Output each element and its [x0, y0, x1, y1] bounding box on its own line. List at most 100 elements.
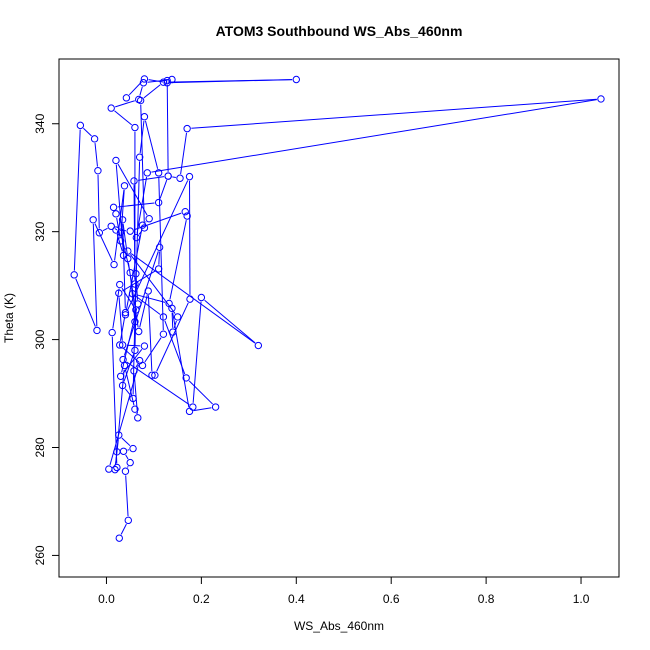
- data-point: [115, 289, 123, 297]
- series-line-segment: [171, 79, 293, 84]
- data-point: [121, 311, 130, 319]
- series-line-segment: [111, 336, 118, 464]
- x-tick-label: 1.0: [573, 592, 590, 606]
- series-line-segment: [122, 349, 143, 374]
- series-line-segment: [133, 375, 138, 414]
- data-point: [122, 94, 131, 102]
- series-line-segment: [171, 312, 174, 328]
- data-point: [131, 318, 139, 326]
- series-line-segment: [122, 223, 126, 309]
- data-point: [70, 271, 78, 279]
- data-point: [132, 233, 141, 242]
- data-point: [112, 226, 120, 234]
- series-line-segment: [102, 227, 108, 232]
- data-point: [126, 268, 134, 277]
- data-point: [129, 394, 137, 403]
- x-tick-label: 0.4: [288, 592, 305, 606]
- data-point: [185, 172, 194, 181]
- data-point: [143, 169, 151, 177]
- series-line-segment: [143, 84, 161, 99]
- data-point: [107, 222, 115, 230]
- series-line-segment: [172, 312, 190, 408]
- y-axis-label: Theta (K): [2, 293, 16, 343]
- data-point: [124, 254, 132, 263]
- data-point: [159, 78, 168, 86]
- series-line-segment: [204, 299, 256, 344]
- data-point: [182, 374, 190, 382]
- series-line-segment: [83, 127, 92, 137]
- series-line-segment: [125, 475, 129, 517]
- series-line-segment: [133, 212, 182, 231]
- data-point: [140, 113, 149, 121]
- data-point: [140, 342, 149, 350]
- data-point: [110, 260, 118, 269]
- data-point: [89, 216, 97, 224]
- data-point: [119, 447, 128, 455]
- series-line-segment: [140, 104, 145, 224]
- data-point: [131, 346, 139, 355]
- series-line-segment: [73, 129, 81, 271]
- data-point: [159, 330, 168, 338]
- data-point: [168, 304, 176, 312]
- data-point: [116, 228, 125, 236]
- series-line-segment: [121, 437, 131, 447]
- series-line-segment: [123, 354, 135, 382]
- data-point: [115, 534, 123, 542]
- series-line-segment: [124, 369, 135, 406]
- y-tick-label: 340: [33, 113, 47, 133]
- data-point: [118, 341, 127, 349]
- data-point: [118, 216, 127, 224]
- data-point: [108, 328, 116, 337]
- series-line-segment: [126, 344, 141, 347]
- series-line-segment: [115, 100, 135, 108]
- series-line-segment: [121, 287, 135, 307]
- data-point: [185, 407, 194, 416]
- data-point: [144, 287, 152, 295]
- data-point: [130, 177, 138, 185]
- x-axis: 0.0 0.2 0.4 0.6 0.8 1.0: [98, 576, 590, 606]
- series-line-segment: [159, 179, 168, 199]
- data-point: [95, 229, 104, 237]
- data-point: [132, 270, 140, 278]
- series-line-segment: [122, 223, 128, 255]
- data-series: [70, 75, 605, 542]
- series-line-segment: [139, 86, 143, 96]
- data-point: [90, 135, 99, 143]
- series-line-segment: [75, 278, 96, 327]
- data-point: [145, 215, 153, 223]
- data-point: [134, 414, 142, 422]
- data-point: [597, 95, 605, 103]
- series-line-segment: [97, 174, 100, 229]
- series-line-segment: [158, 251, 160, 265]
- data-point: [131, 405, 139, 413]
- data-point: [138, 361, 147, 370]
- series-line-segment: [145, 221, 147, 223]
- data-point: [173, 313, 182, 321]
- series-line-segment: [180, 132, 188, 175]
- series-line-segment: [173, 320, 177, 329]
- series-line-segment: [94, 142, 98, 167]
- data-point: [116, 372, 125, 380]
- data-point: [148, 371, 156, 379]
- series-line-segment: [134, 161, 141, 318]
- series-line-segment: [136, 294, 166, 303]
- data-point: [124, 247, 132, 255]
- series-line-segment: [164, 320, 186, 375]
- data-point: [113, 463, 121, 472]
- series-line-segment: [92, 223, 98, 327]
- series-line-segment: [125, 454, 129, 460]
- data-point: [186, 295, 194, 303]
- data-point: [176, 174, 184, 182]
- data-point: [120, 182, 129, 190]
- series-line-segment: [129, 254, 176, 314]
- data-point: [154, 169, 163, 177]
- x-axis-label: WS_Abs_460nm: [294, 619, 384, 633]
- data-point: [118, 381, 127, 390]
- data-point: [164, 172, 172, 180]
- data-point: [116, 237, 125, 245]
- x-tick-label: 0.6: [383, 592, 400, 606]
- data-point: [159, 313, 168, 321]
- data-point: [121, 467, 130, 475]
- y-tick-label: 280: [33, 437, 47, 457]
